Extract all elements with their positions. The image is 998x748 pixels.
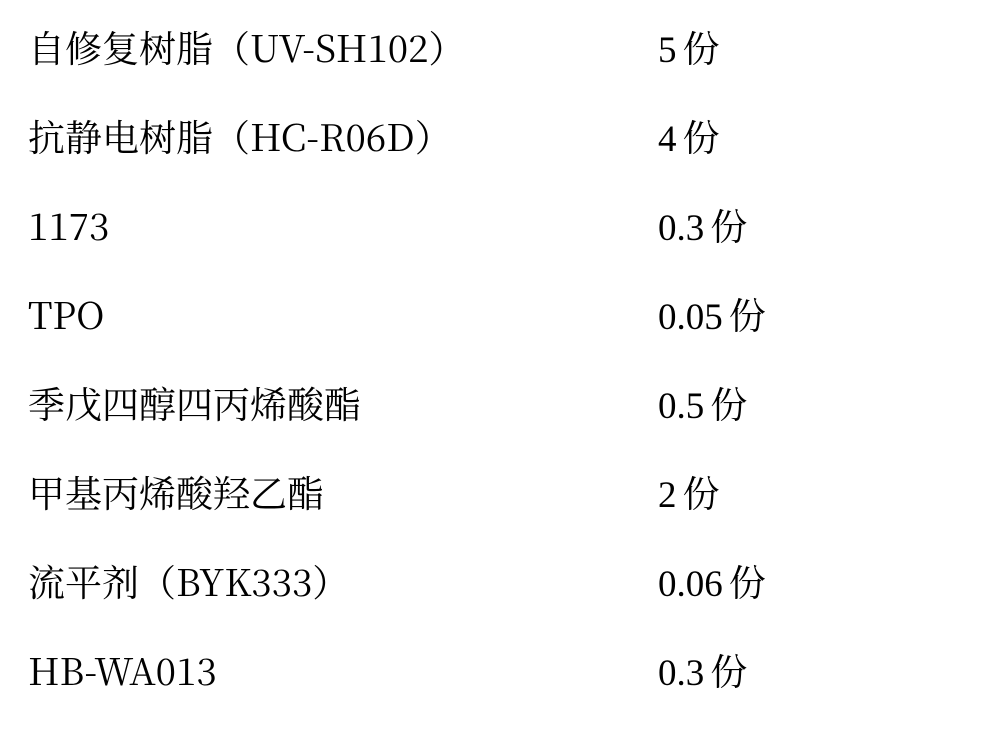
list-row: TPO 0.05 份 (28, 295, 938, 336)
ingredient-value: 0.3 (658, 655, 704, 692)
ingredient-label: 抗静电树脂（HC-R06D） (28, 117, 452, 154)
list-row: 流平剂（BYK333） 0.06 份 (28, 562, 938, 603)
ingredient-unit: 份 (729, 295, 766, 332)
ingredient-unit: 份 (710, 206, 747, 243)
list-row: HB-WA013 0.3 份 (28, 651, 938, 692)
ingredient-value: 0.5 (658, 388, 704, 425)
list-row: 季戊四醇四丙烯酸酯 0.5 份 (28, 384, 938, 425)
ingredient-label: 1173 (28, 206, 109, 243)
ingredient-label: 流平剂（BYK333） (28, 562, 349, 599)
list-row: 抗静电树脂（HC-R06D） 4 份 (28, 117, 938, 158)
ingredient-label: 季戊四醇四丙烯酸酯 (28, 384, 361, 421)
value-cell: 0.3 份 (632, 206, 938, 247)
value-cell: 2 份 (632, 473, 938, 514)
ingredient-unit: 份 (683, 473, 720, 510)
value-cell: 0.5 份 (622, 384, 938, 425)
value-cell: 0.05 份 (632, 295, 938, 336)
ingredient-unit: 份 (729, 562, 766, 599)
ingredient-unit: 份 (683, 28, 720, 65)
ingredient-label: 甲基丙烯酸羟乙酯 (28, 473, 324, 510)
ingredient-value: 2 (658, 477, 677, 514)
ingredient-value: 5 (658, 32, 677, 69)
value-cell: 4 份 (622, 117, 938, 158)
ingredient-value: 0.06 (658, 566, 723, 603)
ingredient-value: 0.05 (658, 299, 723, 336)
formulation-list: 自修复树脂（UV-SH102） 5 份 抗静电树脂（HC-R06D） 4 份 1… (0, 0, 998, 748)
ingredient-label: 自修复树脂（UV-SH102） (28, 28, 465, 65)
ingredient-label: TPO (28, 295, 104, 332)
value-cell: 0.06 份 (622, 562, 938, 603)
value-cell: 5 份 (632, 28, 938, 69)
ingredient-value: 4 (658, 121, 677, 158)
list-row: 1173 0.3 份 (28, 206, 938, 247)
ingredient-unit: 份 (683, 117, 720, 154)
ingredient-label: HB-WA013 (28, 651, 217, 688)
ingredient-value: 0.3 (658, 210, 704, 247)
list-row: 自修复树脂（UV-SH102） 5 份 (28, 28, 938, 69)
list-row: 甲基丙烯酸羟乙酯 2 份 (28, 473, 938, 514)
ingredient-unit: 份 (710, 651, 747, 688)
ingredient-unit: 份 (710, 384, 747, 421)
value-cell: 0.3 份 (622, 651, 938, 692)
